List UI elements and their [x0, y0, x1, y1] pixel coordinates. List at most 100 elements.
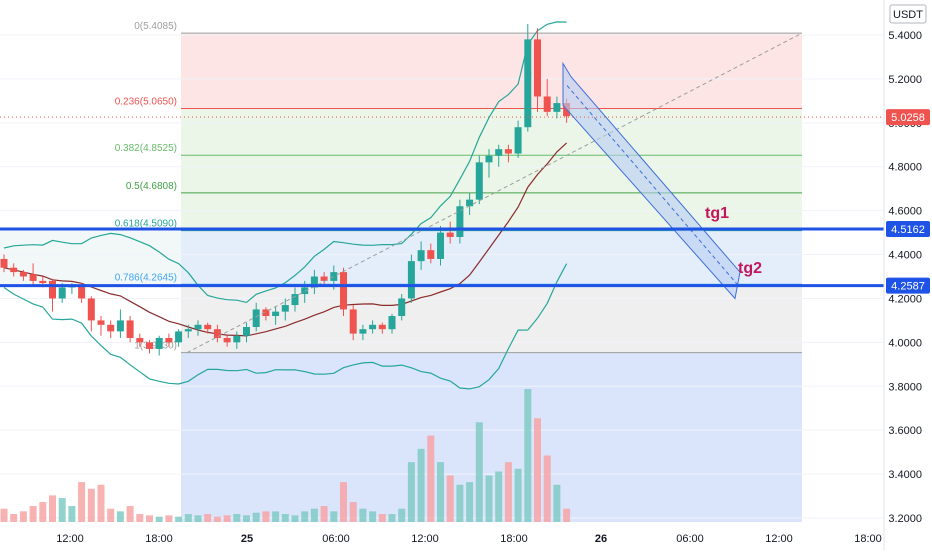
candle-body	[262, 309, 270, 317]
candle-15	[146, 340, 153, 354]
candle-24	[233, 331, 241, 349]
fib-level-label-1: 0.236(5.0650)	[115, 97, 177, 108]
candle-43	[417, 241, 425, 270]
volume-bar-7	[68, 506, 76, 522]
fib-trend-line	[186, 32, 803, 354]
candle-body	[534, 39, 541, 97]
currency-badge[interactable]: USDT	[889, 4, 927, 24]
candle-47	[456, 199, 464, 244]
candle-53	[514, 120, 522, 158]
candle-body	[427, 250, 435, 259]
candle-1	[10, 263, 18, 277]
candle-body	[388, 316, 396, 330]
candle-body	[495, 149, 503, 156]
candle-body	[116, 320, 124, 332]
candle-3	[29, 263, 37, 286]
candle-body	[281, 305, 289, 312]
volume-bar-37	[359, 508, 367, 522]
candle-body	[126, 320, 134, 338]
volume-bar-53	[514, 468, 522, 522]
x-tick-label-8: 12:00	[765, 533, 793, 545]
candle-30	[291, 287, 299, 312]
y-tick-label-11: 3.2000	[888, 513, 922, 525]
volume-bar-47	[456, 484, 464, 522]
volume-bar-6	[58, 498, 66, 522]
candle-46	[446, 221, 454, 244]
current-price-badge	[886, 109, 930, 126]
candle-2	[19, 269, 27, 281]
volume-bar-52	[504, 462, 512, 522]
candle-body	[146, 342, 153, 349]
volume-bar-0	[0, 508, 8, 522]
candle-body	[223, 337, 231, 343]
volume-bar-41	[398, 508, 406, 522]
y-tick-label-4: 4.6000	[888, 206, 922, 218]
candle-27	[262, 307, 270, 321]
candle-37	[359, 324, 367, 341]
volume-bar-10	[97, 484, 105, 522]
y-tick-label-7: 4.0000	[888, 337, 922, 349]
candle-body	[49, 280, 56, 299]
candle-body	[233, 335, 241, 343]
candle-54	[524, 24, 532, 132]
volume-bar-35	[340, 482, 347, 522]
fib-level-label-5: 0.786(4.2645)	[115, 272, 177, 283]
volume-bar-3	[29, 506, 37, 522]
candle-body	[136, 337, 144, 343]
volume-bar-36	[349, 502, 357, 522]
candle-body	[310, 276, 318, 288]
candle-body	[243, 326, 250, 336]
candle-38	[369, 320, 377, 334]
fib-zone-1	[181, 108, 802, 156]
volume-bar-30	[291, 515, 299, 522]
candle-16	[155, 335, 163, 356]
y-tick-label-0: 5.4000	[888, 30, 922, 42]
candle-body	[524, 39, 532, 128]
candle-29	[281, 298, 289, 321]
candle-body	[485, 155, 493, 163]
y-tick-label-1: 5.2000	[888, 74, 922, 86]
volume-bar-55	[534, 418, 541, 522]
candle-body	[359, 329, 367, 334]
candle-body	[107, 324, 115, 332]
candle-body	[369, 324, 377, 330]
candle-35	[340, 267, 347, 317]
current-price-label: 5.0258	[891, 112, 925, 124]
candle-body	[213, 329, 221, 338]
hline-1-badge	[886, 221, 930, 238]
candle-body	[320, 276, 328, 281]
volume-bar-46	[446, 475, 454, 522]
price-badges: 5.0258 4.5162 4.2587	[886, 109, 930, 294]
volume-bar-15	[146, 515, 153, 522]
candle-body	[340, 272, 347, 310]
volume-bar-40	[388, 514, 396, 522]
candle-body	[378, 324, 386, 330]
candle-body	[514, 127, 522, 154]
fib-zone-0	[181, 33, 802, 109]
volume-bar-48	[466, 482, 474, 522]
x-tick-label-4: 12:00	[411, 533, 439, 545]
volume-bar-14	[136, 514, 144, 522]
candle-28	[272, 307, 280, 325]
volume-bar-21	[204, 514, 212, 522]
candle-40	[388, 313, 396, 334]
candle-23	[223, 335, 231, 347]
time-axis[interactable]: 12:00 18:00 25 06:00 12:00 18:00 26 06:00 12:00 1…	[56, 533, 882, 545]
candle-12	[116, 309, 124, 338]
candle-body	[87, 298, 95, 321]
volume-bar-51	[495, 471, 503, 522]
candle-body	[204, 324, 212, 330]
volume-bar-9	[87, 488, 95, 522]
volume-bar-16	[155, 516, 163, 522]
volume-bar-13	[126, 506, 134, 522]
volume-bar-20	[194, 515, 202, 522]
candle-19	[184, 324, 192, 338]
candle-22	[213, 324, 221, 343]
candle-body	[475, 162, 483, 200]
candle-body	[407, 261, 415, 299]
bollinger-bands	[3, 21, 568, 390]
candle-body	[19, 272, 27, 277]
candle-42	[407, 254, 415, 303]
